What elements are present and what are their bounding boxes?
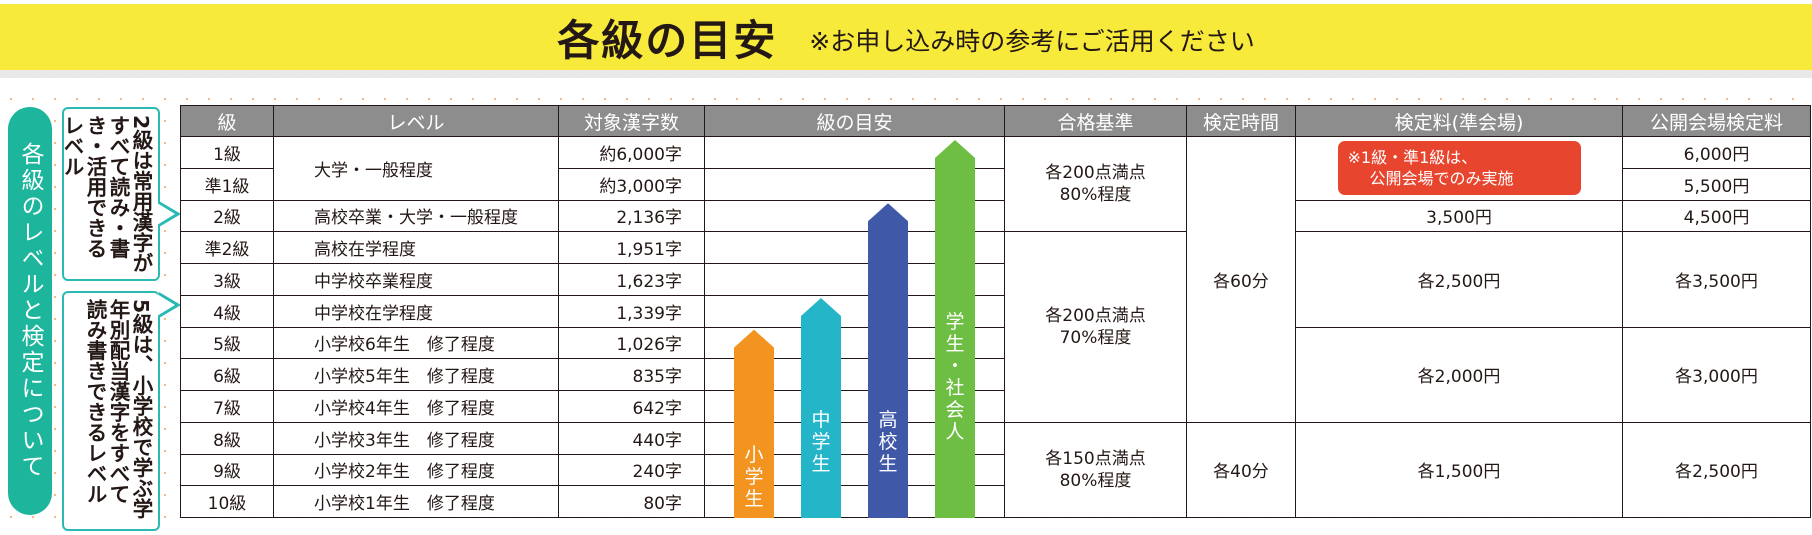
bubble-grade2-text: 2級は常用漢字がすべて読み・書き・活用できるレベル (60, 115, 153, 273)
arrow-label: 学生・社会人 (945, 311, 964, 443)
arrow-shape (801, 298, 841, 518)
pass-rate: 80%程度 (1059, 185, 1132, 206)
pass-rate: 80%程度 (1059, 470, 1132, 491)
bubble-grade2-tail-fill (157, 203, 175, 225)
public-fee-cell: 各2,500円 (1622, 421, 1811, 519)
header-public-fee: 公開会場検定料 (1622, 105, 1811, 137)
fee-cell: 3,500円 (1295, 199, 1623, 233)
grade-guide-arrows: 小学生 中学生 高校生 学生・社会人 (734, 140, 975, 518)
level-cell: 中学校在学程度 (273, 294, 559, 328)
pass-criteria-cell: 各150点満点 80%程度 (1004, 421, 1187, 519)
grade-cell: 5級 (180, 326, 274, 360)
header-exam-time: 検定時間 (1186, 105, 1296, 137)
level-cell: 小学校2年生 修了程度 (273, 453, 559, 487)
bubble-grade2: 2級は常用漢字がすべて読み・書き・活用できるレベル (60, 107, 160, 281)
arrow-shape (868, 203, 908, 518)
kanji-count-cell: 80字 (558, 485, 705, 518)
arrow-label: 中学生 (811, 409, 830, 475)
public-fee-cell: 5,500円 (1622, 167, 1811, 201)
level-cell: 小学校4年生 修了程度 (273, 390, 559, 423)
kanji-count-cell: 642字 (558, 390, 705, 423)
arrow-label: 高校生 (878, 409, 897, 475)
grade-cell: 3級 (180, 263, 274, 296)
side-tab: 各級のレベルと検定について (8, 107, 52, 515)
public-fee-cell: 6,000円 (1622, 136, 1811, 169)
arrow-shape (734, 329, 774, 518)
public-fee-cell: 各3,000円 (1622, 326, 1811, 423)
header-grade-guide: 級の目安 (704, 105, 1005, 137)
level-cell: 高校在学程度 (273, 231, 559, 264)
arrow-label: 小学生 (744, 444, 763, 510)
title-bar: 各級の目安 ※お申し込み時の参考にご活用ください (0, 4, 1812, 70)
header-pass-criteria: 合格基準 (1004, 105, 1187, 137)
public-fee-cell: 4,500円 (1622, 199, 1811, 233)
pass-criteria-cell: 各200点満点 70%程度 (1004, 231, 1187, 423)
note-line-2: 公開会場でのみ実施 (1369, 169, 1514, 189)
public-fee-cell: 各3,500円 (1622, 231, 1811, 328)
pass-points: 各200点満点 (1045, 306, 1146, 326)
grade-cell: 8級 (180, 421, 274, 455)
level-cell: 中学校卒業程度 (273, 263, 559, 296)
bubble-grade5-tail-fill (157, 294, 175, 316)
level-cell: 小学校6年生 修了程度 (273, 326, 559, 360)
level-cell: 高校卒業・大学・一般程度 (273, 199, 559, 233)
arrow-3: 学生・社会人 (935, 140, 975, 518)
grade-cell: 7級 (180, 390, 274, 423)
bubble-grade5: 5級は、小学校で学ぶ学年別配当漢字をすべて読み書きできるレベル (62, 291, 160, 531)
title-note: ※お申し込み時の参考にご活用ください (809, 27, 1255, 56)
pass-points: 各200点満点 (1045, 163, 1146, 184)
header-fee: 検定料(準会場) (1295, 105, 1623, 137)
grade-cell: 準1級 (180, 167, 274, 201)
exam-time-cell: 各60分 (1186, 136, 1296, 423)
grade-table: 級 レベル 対象漢字数 級の目安 合格基準 検定時間 検定料(準会場) 公開会場… (180, 105, 1811, 519)
kanji-count-cell: 1,026字 (558, 326, 705, 360)
fee-cell: 各2,000円 (1295, 326, 1623, 423)
kanji-count-cell: 240字 (558, 453, 705, 487)
grade-cell: 9級 (180, 453, 274, 487)
kanji-count-cell: 1,339字 (558, 294, 705, 328)
pass-criteria-cell: 各200点満点 80%程度 (1004, 135, 1187, 233)
exam-time-cell: 各40分 (1186, 421, 1296, 519)
header-kanji-count: 対象漢字数 (558, 105, 705, 137)
side-tab-label: 各級のレベルと検定について (17, 142, 43, 480)
fee-cell: 各1,500円 (1295, 421, 1623, 519)
note-line-1: ※1級・準1級は、 (1347, 148, 1478, 168)
arrow-shape (935, 140, 975, 518)
grade-cell: 準2級 (180, 231, 274, 264)
pass-points: 各150点満点 (1045, 448, 1146, 469)
kanji-count-cell: 835字 (558, 358, 705, 391)
grade-cell: 1級 (180, 136, 274, 169)
table-row: 1級 大学・一般程度 約6,000字 各200点満点 80%程度 各60分 ※1級… (180, 135, 1811, 423)
kanji-count-cell: 1,623字 (558, 263, 705, 296)
grade-cell: 2級 (180, 199, 274, 233)
header-grade: 級 (180, 105, 274, 137)
arrow-0: 小学生 (734, 329, 774, 518)
level-cell: 小学校5年生 修了程度 (273, 358, 559, 391)
grade-cell: 6級 (180, 358, 274, 391)
page-title: 各級の目安 (557, 15, 778, 65)
level-cell: 小学校1年生 修了程度 (273, 485, 559, 518)
fee-cell: 各2,500円 (1295, 231, 1623, 328)
bubble-grade5-text: 5級は、小学校で学ぶ学年別配当漢字をすべて読み書きできるレベル (83, 299, 153, 519)
arrow-1: 中学生 (801, 298, 841, 518)
pass-rate: 70%程度 (1059, 328, 1132, 348)
kanji-count-cell: 1,951字 (558, 231, 705, 264)
grade-cell: 10級 (180, 485, 274, 518)
kanji-count-cell: 2,136字 (558, 199, 705, 233)
table-row: 5級 小学校6年生 修了程度 1,026字 各2,000円 各3,000円 (180, 326, 1811, 423)
kanji-count-cell: 440字 (558, 421, 705, 455)
title-shadow (0, 70, 1812, 78)
fee-note-cell: ※1級・準1級は、 公開会場でのみ実施 (1295, 136, 1623, 201)
level-cell: 大学・一般程度 (273, 136, 559, 201)
level-cell: 小学校3年生 修了程度 (273, 421, 559, 455)
header-level: レベル (273, 105, 559, 137)
grade-cell: 4級 (180, 294, 274, 328)
public-only-note: ※1級・準1級は、 公開会場でのみ実施 (1337, 141, 1581, 196)
arrow-2: 高校生 (868, 203, 908, 518)
kanji-count-cell: 約6,000字 (558, 136, 705, 169)
kanji-count-cell: 約3,000字 (558, 167, 705, 201)
table-header-row: 級 レベル 対象漢字数 級の目安 合格基準 検定時間 検定料(準会場) 公開会場… (180, 105, 1811, 137)
